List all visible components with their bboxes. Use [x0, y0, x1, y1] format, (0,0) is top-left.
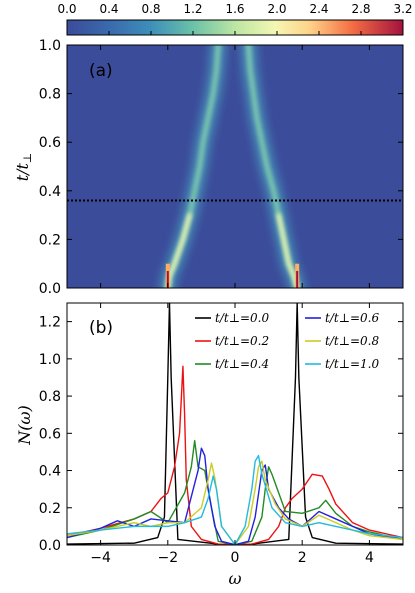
panel-a-ytick-label: 0.6: [39, 135, 61, 151]
panel-a-axes: 0.0 0.2 0.4 0.6 0.8 1.0: [39, 38, 403, 297]
series-line: [67, 365, 403, 545]
legend-label: t/t⊥=0.6: [325, 311, 379, 325]
panel-b-ytick-label: 0.2: [39, 501, 61, 517]
colorbar-tick-label: 1.6: [225, 2, 244, 16]
panel-b-ytick-label: 0.0: [39, 538, 61, 554]
colorbar-tick-label: 0.4: [99, 2, 118, 16]
legend-label: t/t⊥=0.4: [215, 357, 269, 371]
panel-b-xtick-label: −4: [90, 550, 111, 566]
panel-a-ytick-label: 0.0: [39, 281, 61, 297]
panel-b-ytick-label: 1.2: [39, 315, 61, 331]
panel-b-ytick-label: 0.6: [39, 426, 61, 442]
panel-b-xtick-label: 0: [231, 550, 240, 566]
panel-a-label: (a): [89, 61, 113, 81]
panel-a-ylabel: t/t⊥: [13, 153, 34, 182]
panel-b-ytick-label: 1.0: [39, 352, 61, 368]
colorbar-tick-label: 2.4: [309, 2, 328, 16]
series-line: [67, 454, 403, 545]
colorbar-tick-label: 3.2: [393, 2, 412, 16]
panel-b-xtick-label: 2: [298, 550, 307, 566]
ridge-peak: [166, 270, 169, 288]
colorbar-ticks: 0.0 0.4 0.8 1.2 1.6 2.0 2.4 2.8 3.2: [57, 2, 413, 35]
panel-b-label: (b): [89, 318, 113, 338]
legend-label: t/t⊥=1.0: [325, 357, 379, 371]
ridge-peak: [296, 270, 299, 288]
panel-b-xtick-label: −2: [157, 550, 178, 566]
ridge-bright: [276, 213, 300, 288]
panel-a-ytick-label: 0.8: [39, 87, 61, 103]
colorbar-tick-label: 1.2: [183, 2, 202, 16]
heatmap-background: [67, 45, 403, 288]
panel-b-xtick-label: 4: [365, 550, 374, 566]
panel-b-ylabel: N(ω): [15, 405, 34, 446]
series-line: [67, 460, 403, 545]
panel-b-xlabel: ω: [228, 569, 241, 588]
legend-label: t/t⊥=0.0: [215, 311, 269, 325]
colorbar: 0.0 0.4 0.8 1.2 1.6 2.0 2.4 2.8 3.2: [57, 2, 413, 36]
panel-a: 0.0 0.2 0.4 0.6 0.8 1.0 (a) t/t⊥: [13, 38, 404, 297]
heatmap-ridges: [158, 45, 307, 288]
panel-b-ytick-label: 0.8: [39, 389, 61, 405]
panel-b-ytick-label: 0.4: [39, 464, 61, 480]
panel-b-axes: 0.0 0.2 0.4 0.6 0.8 1.0 1.2 −4 −2 0 2 4: [39, 303, 403, 566]
colorbar-tick-label: 2.8: [351, 2, 370, 16]
series-line: [67, 440, 403, 545]
colorbar-tick-label: 0.8: [141, 2, 160, 16]
colorbar-tick-label: 0.0: [57, 2, 76, 16]
panel-b-background: [67, 303, 403, 545]
panel-a-ytick-label: 1.0: [39, 38, 61, 54]
panel-b: 0.00.20.40.60.81.01.2−4 −2 0 2 4 (b) N(ω) ω …: [15, 302, 404, 588]
panel-a-ytick-label: 0.2: [39, 232, 61, 248]
legend-label: t/t⊥=0.8: [325, 334, 379, 348]
legend: t/t⊥=0.0 t/t⊥=0.2 t/t⊥=0.4 t/t⊥=0.6 t/t⊥=0.8…: [195, 311, 379, 371]
colorbar-tick-label: 2.0: [267, 2, 286, 16]
panel-a-ytick-label: 0.4: [39, 184, 61, 200]
legend-label: t/t⊥=0.2: [215, 334, 269, 348]
